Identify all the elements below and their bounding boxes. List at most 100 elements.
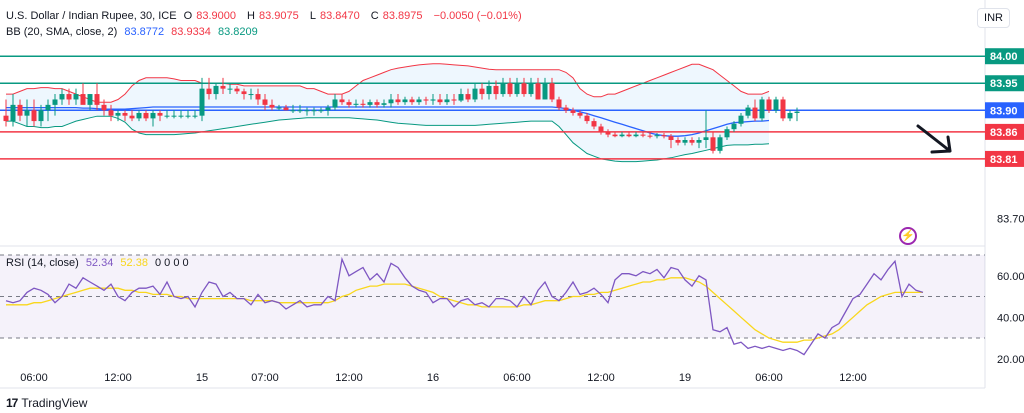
candle-body — [297, 110, 303, 112]
candle-body — [367, 102, 373, 105]
rsi-ma-value: 52.38 — [120, 257, 148, 269]
candle-body — [381, 103, 387, 105]
candle-body — [339, 99, 345, 103]
candle-body — [787, 112, 793, 119]
candle-body — [227, 88, 233, 90]
rsi-tick-0: 20.00 — [997, 354, 1024, 366]
candle-body — [395, 99, 401, 103]
candle-body — [213, 85, 219, 95]
time-tick-3: 07:00 — [251, 372, 279, 384]
candle-body — [311, 110, 317, 112]
rsi-legend[interactable]: RSI (14, close) 52.34 52.38 0 0 0 0 — [6, 256, 193, 270]
symbol-title: U.S. Dollar / Indian Rupee, 30, ICE — [6, 10, 177, 22]
candle-body — [423, 99, 429, 101]
flash-icon[interactable]: ⚡ — [899, 227, 917, 245]
candle-body — [416, 99, 422, 103]
candle-body — [262, 99, 268, 105]
rsi-tick-2: 60.00 — [997, 271, 1024, 283]
candle-body — [388, 99, 394, 104]
brand-name: TradingView — [21, 396, 88, 410]
time-tick-8: 19 — [679, 372, 691, 384]
candle-body — [703, 137, 709, 140]
candle-body — [31, 110, 37, 122]
candle-body — [360, 103, 366, 105]
candle-body — [38, 110, 44, 122]
candle-body — [234, 88, 240, 92]
time-tick-0: 06:00 — [20, 372, 48, 384]
candle-body — [591, 121, 597, 127]
candle-body — [500, 83, 506, 95]
candle-body — [626, 134, 632, 137]
candle-body — [584, 115, 590, 122]
rsi-value: 52.34 — [85, 257, 114, 269]
level-tag-3 — [985, 123, 1024, 140]
candle-body — [80, 94, 86, 105]
candle-body — [283, 107, 289, 111]
ohlc-open: O 83.9000 — [183, 10, 236, 22]
candle-body — [493, 85, 499, 95]
candle-body — [248, 94, 254, 96]
candle-body — [66, 94, 72, 100]
tradingview-logo[interactable]: 17 TradingView — [6, 396, 87, 410]
candle-body — [486, 85, 492, 95]
candle-body — [241, 91, 247, 95]
candle-body — [171, 115, 177, 117]
candle-body — [318, 110, 324, 112]
candle-body — [724, 129, 730, 138]
candle-body — [738, 115, 744, 124]
candle-body — [773, 99, 779, 111]
candle-body — [122, 112, 128, 116]
tv-logo-icon: 17 — [6, 396, 18, 410]
rsi-line — [5, 256, 924, 356]
candle-body — [619, 134, 625, 137]
candle-body — [640, 134, 646, 136]
candle-body — [731, 123, 737, 130]
candle-body — [514, 83, 520, 95]
candle-body — [780, 99, 786, 119]
level-label-3: 83.86 — [990, 127, 1018, 139]
candle-body — [325, 107, 331, 111]
candle-body — [633, 134, 639, 137]
candle-body — [87, 94, 93, 105]
candle-body — [304, 110, 310, 112]
candle-body — [108, 110, 114, 116]
candle-body — [717, 137, 723, 151]
candle-body — [164, 115, 170, 117]
candle-body — [563, 107, 569, 111]
candle-body — [59, 94, 65, 100]
candle-body — [465, 94, 471, 100]
candle-body — [276, 107, 282, 109]
bb-fill — [6, 63, 769, 162]
bb-legend[interactable]: BB (20, SMA, close, 2) 83.8772 83.9334 8… — [6, 25, 262, 39]
candle-body — [577, 112, 583, 116]
candle-body — [346, 102, 352, 105]
candle-body — [479, 88, 485, 95]
candle-body — [115, 112, 121, 116]
candle-body — [549, 83, 555, 100]
time-tick-6: 06:00 — [503, 372, 531, 384]
candle-body — [710, 137, 716, 151]
candle-body — [794, 111, 800, 113]
candle-body — [430, 99, 436, 101]
candle-body — [458, 94, 464, 101]
candle-body — [143, 112, 149, 119]
level-label-1: 83.95 — [990, 78, 1018, 90]
candle-body — [255, 94, 261, 100]
price-tick-0: 83.700 — [997, 213, 1024, 225]
rsi-ma-line — [6, 277, 923, 343]
candle-body — [332, 99, 338, 108]
candle-body — [101, 104, 107, 111]
ohlc-high: H 83.9075 — [247, 10, 299, 22]
candle-body — [136, 112, 142, 119]
candle-body — [185, 115, 191, 117]
candle-body — [444, 99, 450, 103]
candle-body — [129, 115, 135, 119]
candle-body — [696, 140, 702, 143]
currency-button[interactable]: INR — [977, 8, 1010, 28]
candle-body — [220, 85, 226, 89]
candle-body — [374, 102, 380, 105]
level-tag-2 — [985, 102, 1024, 119]
candle-body — [570, 110, 576, 113]
level-label-4: 83.81 — [990, 154, 1018, 166]
